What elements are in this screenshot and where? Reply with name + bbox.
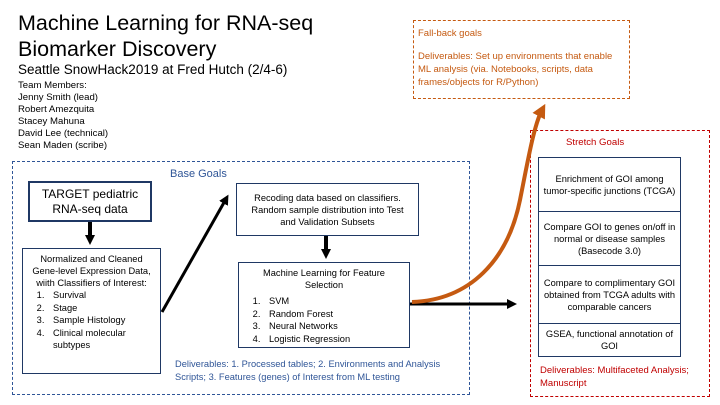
team-member: Sean Maden (scribe) — [18, 140, 108, 151]
diagonal-arrow — [160, 194, 229, 313]
normalized-data-box: Normalized and Cleaned Gene-level Expres… — [22, 248, 161, 374]
list-item: SVM — [263, 295, 403, 308]
list-item: Stage — [47, 302, 154, 315]
stretch-cell: Compare GOI to genes on/off in normal or… — [539, 212, 680, 266]
target-data-box: TARGET pediatric RNA-seq data — [28, 181, 152, 222]
list-item: Logistic Regression — [263, 333, 403, 346]
team-member: Robert Amezquita — [18, 104, 95, 115]
base-goals-title: Base Goals — [170, 168, 227, 180]
list-item: Sample Histology — [47, 314, 154, 327]
stretch-cell-text: Enrichment of GOI among tumor-specific j… — [543, 173, 676, 196]
curved-arrow — [411, 103, 546, 304]
fallback-deliverables: Deliverables: Set up environments that e… — [418, 51, 613, 88]
ml-feature-box: Machine Learning for Feature Selection S… — [238, 262, 410, 348]
target-data-label: TARGET pediatric RNA-seq data — [41, 186, 139, 216]
list-item: Random Forest — [263, 308, 403, 321]
team-label: Team Members: — [18, 80, 87, 91]
base-deliverables: Deliverables: 1. Processed tables; 2. En… — [175, 359, 441, 382]
stretch-cell-text: Compare GOI to genes on/off in normal or… — [543, 221, 676, 256]
ml-methods-list: SVM Random Forest Neural Networks Logist… — [245, 295, 403, 345]
stretch-goals-table: Enrichment of GOI among tumor-specific j… — [538, 157, 681, 357]
recoding-text: Recoding data based on classifiers. Rand… — [251, 192, 404, 227]
team-members: Team Members: Jenny Smith (lead) Robert … — [18, 80, 108, 152]
fallback-goals-frame — [413, 20, 630, 99]
stretch-cell: GSEA, functional annotation of GOI — [539, 324, 680, 356]
base-goals-frame — [12, 161, 470, 395]
stretch-goals-title: Stretch Goals — [566, 137, 625, 148]
recoding-box: Recoding data based on classifiers. Rand… — [236, 183, 419, 236]
stretch-cell-text: Compare to complimentary GOI obtained fr… — [543, 277, 676, 312]
ml-heading: Machine Learning for Feature Selection — [263, 268, 385, 290]
team-member: Jenny Smith (lead) — [18, 92, 98, 103]
stretch-cell: Compare to complimentary GOI obtained fr… — [539, 266, 680, 324]
stretch-goals-frame — [530, 130, 710, 397]
stretch-cell-text: GSEA, functional annotation of GOI — [545, 329, 674, 351]
list-item: Neural Networks — [263, 320, 403, 333]
fallback-goals-title: Fall-back goals — [418, 28, 482, 39]
stretch-deliverables: Deliverables: Multifaceted Analysis; Man… — [540, 365, 689, 389]
normalized-heading: Normalized and Cleaned Gene-level Expres… — [32, 254, 151, 288]
event-subtitle: Seattle SnowHack2019 at Fred Hutch (2/4-… — [18, 62, 288, 77]
page-title: Machine Learning for RNA-seq Biomarker D… — [18, 11, 314, 61]
classifier-list: Survival Stage Sample Histology Clinical… — [29, 289, 154, 352]
stretch-cell: Enrichment of GOI among tumor-specific j… — [539, 158, 680, 212]
team-member: David Lee (technical) — [18, 128, 109, 139]
list-item: Clinical molecular subtypes — [47, 327, 154, 352]
team-member: Stacey Mahuna — [18, 116, 85, 127]
list-item: Survival — [47, 289, 154, 302]
